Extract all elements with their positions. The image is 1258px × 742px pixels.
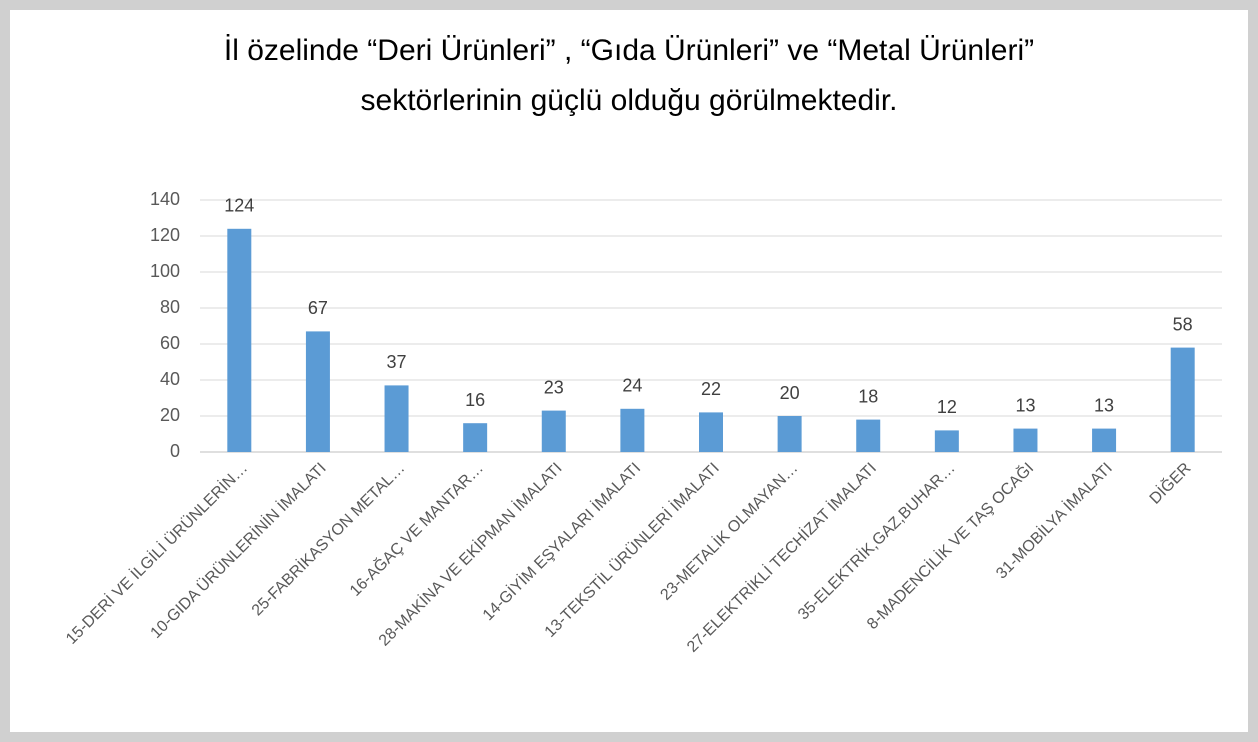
bar [777, 416, 802, 452]
chart-title: İl özelinde “Deri Ürünleri” , “Gıda Ürün… [224, 34, 1034, 67]
data-label: 37 [387, 352, 407, 372]
data-label: 13 [1094, 395, 1114, 415]
bar [227, 228, 252, 452]
data-label: 67 [308, 298, 328, 318]
data-label: 18 [858, 386, 878, 406]
data-label: 124 [224, 196, 254, 216]
y-tick-label: 80 [160, 297, 180, 317]
data-label: 24 [622, 376, 642, 396]
chart-title: sektörlerinin güçlü olduğu görülmektedir… [361, 84, 898, 117]
bar [699, 412, 723, 452]
bar [305, 331, 330, 452]
data-label: 23 [544, 377, 564, 397]
data-label: 12 [937, 397, 957, 417]
bar [620, 408, 645, 452]
bar [384, 385, 409, 452]
y-tick-label: 20 [160, 405, 180, 425]
bar [856, 419, 881, 452]
bar [934, 430, 959, 452]
bar [1092, 428, 1117, 452]
y-tick-label: 120 [150, 225, 180, 245]
bar [541, 410, 566, 452]
data-label: 13 [1015, 395, 1035, 415]
data-label: 58 [1173, 314, 1193, 334]
y-tick-label: 140 [150, 189, 180, 209]
y-tick-label: 40 [160, 369, 180, 389]
bar [1170, 347, 1195, 452]
bar [1013, 428, 1038, 452]
y-tick-label: 0 [170, 441, 180, 461]
data-label: 22 [701, 379, 721, 399]
bar [463, 423, 488, 452]
y-tick-label: 60 [160, 333, 180, 353]
data-label: 20 [780, 383, 800, 403]
data-label: 16 [465, 390, 485, 410]
y-tick-label: 100 [150, 261, 180, 281]
